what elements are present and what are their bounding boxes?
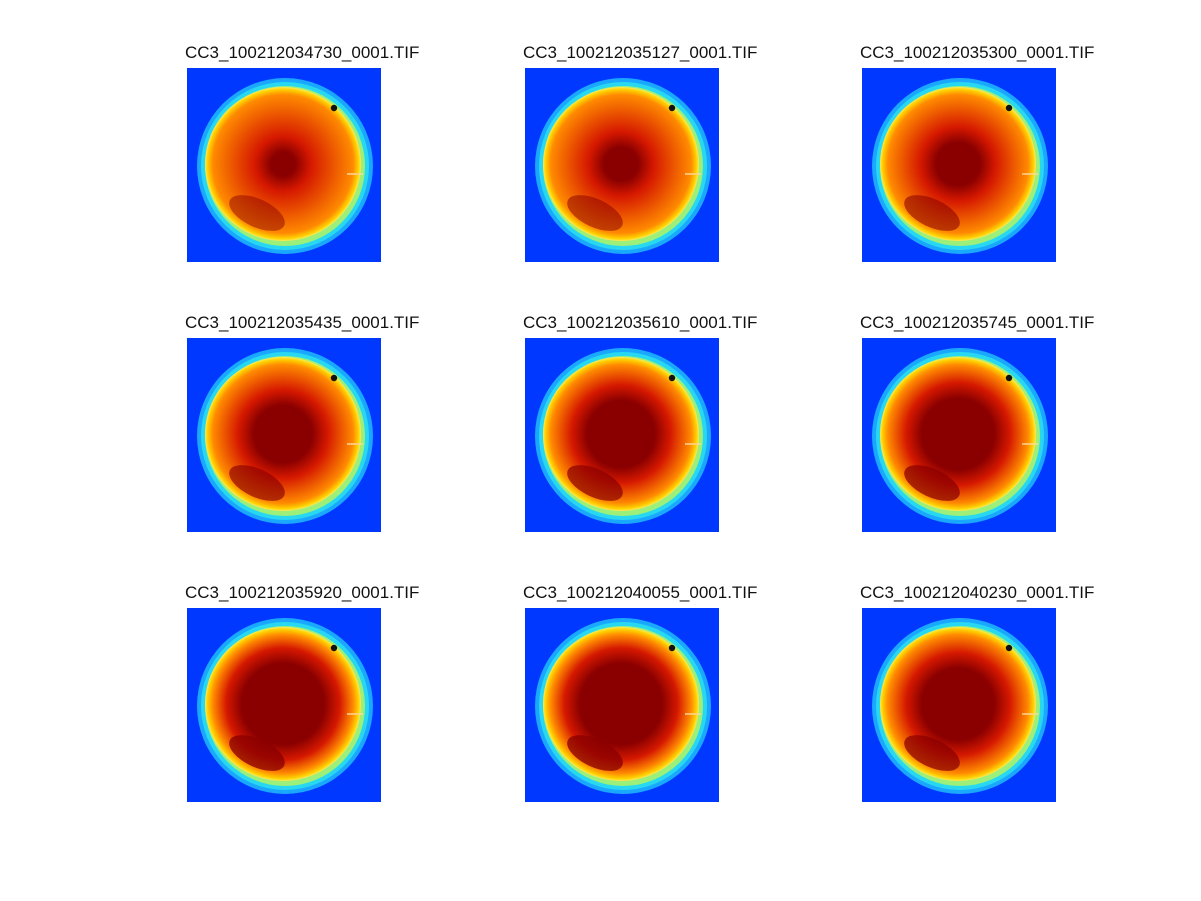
false-color-image [862, 608, 1056, 802]
image-panel-8: CC3_100212040055_0001.TIF [523, 582, 757, 802]
image-title: CC3_100212040230_0001.TIF [860, 583, 1095, 602]
image-panel-9: CC3_100212040230_0001.TIF [860, 582, 1094, 802]
image-title: CC3_100212035610_0001.TIF [523, 313, 758, 332]
image-panel-6: CC3_100212035745_0001.TIF [860, 312, 1094, 532]
dark-spot [668, 104, 676, 112]
image-title: CC3_100212035920_0001.TIF [185, 583, 420, 602]
disk-image-svg [862, 608, 1056, 802]
dark-spot [668, 644, 676, 652]
image-panel-4: CC3_100212035435_0001.TIF [185, 312, 419, 532]
disk-image-svg [525, 338, 719, 532]
image-title: CC3_100212040055_0001.TIF [523, 583, 758, 602]
edge-mark [347, 173, 363, 175]
disk-image-svg [525, 608, 719, 802]
dark-patch [567, 735, 623, 771]
image-title: CC3_100212035127_0001.TIF [523, 43, 758, 62]
image-panel-1: CC3_100212034730_0001.TIF [185, 42, 419, 262]
dark-patch [904, 735, 960, 771]
dark-spot [1005, 644, 1013, 652]
disk-image-svg [187, 338, 381, 532]
edge-mark [685, 713, 701, 715]
false-color-image [187, 68, 381, 262]
false-color-image [862, 338, 1056, 532]
false-color-image [525, 338, 719, 532]
false-color-image [187, 338, 381, 532]
image-panel-5: CC3_100212035610_0001.TIF [523, 312, 757, 532]
dark-spot [668, 374, 676, 382]
disk-image-svg [862, 68, 1056, 262]
image-title: CC3_100212035435_0001.TIF [185, 313, 420, 332]
dark-patch [904, 465, 960, 501]
dark-patch [229, 465, 285, 501]
dark-spot [1005, 104, 1013, 112]
image-panel-7: CC3_100212035920_0001.TIF [185, 582, 419, 802]
disk-image-svg [525, 68, 719, 262]
disk-image-svg [187, 68, 381, 262]
dark-spot [330, 104, 338, 112]
disk-image-svg [187, 608, 381, 802]
image-title: CC3_100212035300_0001.TIF [860, 43, 1095, 62]
dark-patch [567, 195, 623, 231]
image-panel-3: CC3_100212035300_0001.TIF [860, 42, 1094, 262]
dark-patch [229, 735, 285, 771]
false-color-image [525, 68, 719, 262]
image-panel-2: CC3_100212035127_0001.TIF [523, 42, 757, 262]
image-title: CC3_100212034730_0001.TIF [185, 43, 420, 62]
edge-mark [1022, 443, 1038, 445]
edge-mark [347, 443, 363, 445]
edge-mark [1022, 713, 1038, 715]
false-color-image [187, 608, 381, 802]
dark-spot [330, 644, 338, 652]
edge-mark [685, 173, 701, 175]
dark-spot [330, 374, 338, 382]
dark-patch [567, 465, 623, 501]
disk [205, 87, 361, 241]
disk-image-svg [862, 338, 1056, 532]
image-title: CC3_100212035745_0001.TIF [860, 313, 1095, 332]
edge-mark [685, 443, 701, 445]
false-color-image [525, 608, 719, 802]
false-color-image [862, 68, 1056, 262]
dark-spot [1005, 374, 1013, 382]
edge-mark [347, 713, 363, 715]
edge-mark [1022, 173, 1038, 175]
dark-patch [229, 195, 285, 231]
dark-patch [904, 195, 960, 231]
